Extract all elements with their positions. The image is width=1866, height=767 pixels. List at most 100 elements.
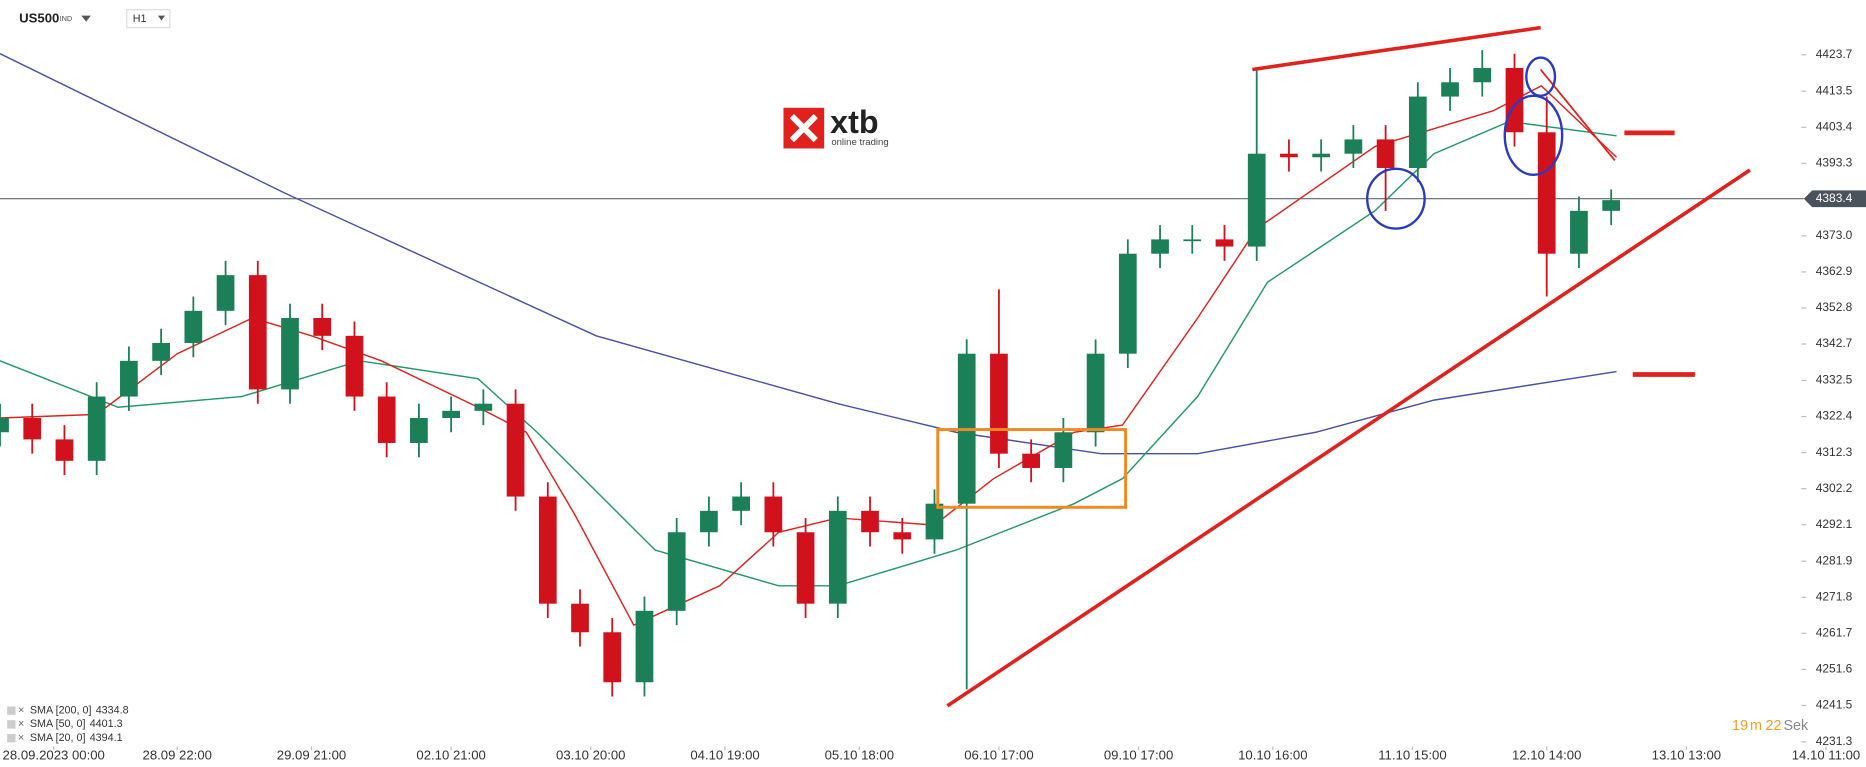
- candle-body: [1280, 153, 1298, 158]
- y-tick-label: 4231.3: [1816, 734, 1853, 748]
- x-tick-label: 28.09 22:00: [143, 748, 212, 763]
- y-tick-label: 4342.7: [1816, 336, 1853, 350]
- y-tick-label: 4373.0: [1816, 228, 1853, 242]
- x-tick-label: 06.10 17:00: [964, 748, 1033, 763]
- candle-body: [1086, 353, 1105, 433]
- legend-x: ×: [18, 732, 24, 744]
- candle-body: [1183, 239, 1202, 242]
- candle-body: [1505, 67, 1524, 133]
- candle-body: [1570, 210, 1588, 254]
- candle-body: [345, 335, 364, 397]
- y-tick-label: 4413.5: [1816, 83, 1853, 97]
- legend-value: 4401.3: [90, 718, 123, 730]
- plot-area: [0, 50, 1827, 751]
- circle-mark: [1366, 167, 1426, 230]
- candle-body: [377, 396, 396, 443]
- x-tick-label: 29.09 21:00: [277, 748, 346, 763]
- x-tick-label: 11.10 15:00: [1378, 748, 1446, 763]
- y-tick-label: 4271.8: [1816, 589, 1853, 603]
- candle-body: [1312, 153, 1331, 158]
- y-tick-label: 4302.2: [1816, 481, 1853, 495]
- x-tick-label: 04.10 19:00: [690, 748, 759, 763]
- timeframe[interactable]: H1: [133, 13, 147, 25]
- timeframe-box[interactable]: [126, 9, 171, 29]
- y-tick-label: 4241.5: [1816, 698, 1853, 712]
- y-tick-label: 4403.4: [1816, 119, 1853, 133]
- y-tick-label: 4322.4: [1816, 409, 1853, 423]
- y-tick-label: 4281.9: [1816, 553, 1853, 567]
- candle-body: [571, 603, 589, 633]
- x-tick-label: 10.10 16:00: [1238, 748, 1307, 763]
- candle-body: [828, 510, 847, 604]
- y-tick-label: 4352.8: [1816, 300, 1853, 314]
- candle-body: [764, 496, 783, 533]
- y-tick-label: 4393.3: [1816, 155, 1853, 169]
- x-tick-label: 13.10 13:00: [1652, 748, 1721, 763]
- range-box: [936, 428, 1128, 509]
- candle-body: [925, 503, 944, 540]
- x-tick-label: 03.10 20:00: [556, 748, 625, 763]
- y-tick-label: 4292.1: [1816, 517, 1853, 531]
- last-price-label: 4383.4: [1816, 191, 1853, 205]
- dropdown-arrow[interactable]: [81, 15, 91, 22]
- market: IND: [60, 15, 72, 23]
- candle-body: [506, 403, 525, 497]
- legend-name: SMA [200, 0]: [30, 704, 92, 716]
- candle-body: [23, 417, 42, 440]
- legend-name: SMA [20, 0]: [30, 732, 86, 744]
- y-tick-label: 4251.6: [1816, 662, 1853, 676]
- candle-body: [1473, 67, 1492, 83]
- candle-body: [538, 496, 557, 604]
- y-tick-label: 4332.5: [1816, 373, 1853, 387]
- candle-body: [313, 317, 332, 336]
- x-tick-label: 02.10 21:00: [416, 748, 485, 763]
- candle-body: [281, 317, 299, 390]
- candle-body: [667, 532, 686, 611]
- legend-x: ×: [18, 718, 24, 730]
- symbol[interactable]: US500: [19, 11, 59, 26]
- timer-minutes: 19: [1732, 718, 1748, 734]
- x-tick-label: 09.10 17:00: [1104, 748, 1173, 763]
- candle-body: [410, 417, 428, 443]
- candle-body: [1215, 239, 1234, 247]
- candle-body: [1441, 82, 1459, 97]
- candle-body: [1151, 239, 1169, 254]
- candle-body: [732, 496, 750, 511]
- x-tick-label: 28.09.2023 00:00: [3, 748, 105, 763]
- x-tick-label: 12.10 14:00: [1512, 748, 1581, 763]
- legend-icon: [7, 706, 16, 715]
- timer-minutes-unit: m: [1750, 718, 1762, 734]
- y-tick-label: 4312.3: [1816, 445, 1853, 459]
- candle-body: [1118, 253, 1137, 354]
- candle-body: [1344, 139, 1363, 154]
- sma-line: [0, 120, 1617, 587]
- trend-line: [946, 168, 1751, 708]
- legend-x: ×: [18, 704, 24, 716]
- annotations: [936, 25, 1751, 708]
- y-tick-label: 4261.7: [1816, 625, 1853, 639]
- candle-body: [861, 510, 879, 533]
- y-tick-label: 4423.7: [1816, 47, 1853, 61]
- last-price-box: [1803, 190, 1866, 208]
- candle-body: [1537, 132, 1556, 254]
- candle-body: [216, 275, 235, 311]
- trend-line: [1252, 25, 1541, 72]
- x-tick-label: 14.10 11:00: [1792, 748, 1860, 763]
- candle-body: [55, 439, 74, 461]
- candle-body: [796, 532, 815, 604]
- candle-body: [152, 342, 170, 361]
- candle-body: [184, 310, 203, 343]
- dropdown-arrow[interactable]: [157, 15, 166, 21]
- candle-body: [1408, 96, 1427, 168]
- sma-line: [0, 53, 1617, 455]
- logo-brand: xtb: [830, 104, 878, 140]
- x-tick-label: 05.10 18:00: [825, 748, 894, 763]
- timer-seconds-unit: Sek: [1783, 718, 1809, 734]
- candle-body: [1054, 432, 1073, 468]
- candle-body: [1247, 153, 1266, 247]
- candle-body: [120, 360, 138, 397]
- candle-body: [1376, 139, 1395, 168]
- candle-body: [1022, 453, 1041, 468]
- logo-tagline: online trading: [831, 137, 888, 148]
- timer-seconds: 22: [1766, 718, 1782, 734]
